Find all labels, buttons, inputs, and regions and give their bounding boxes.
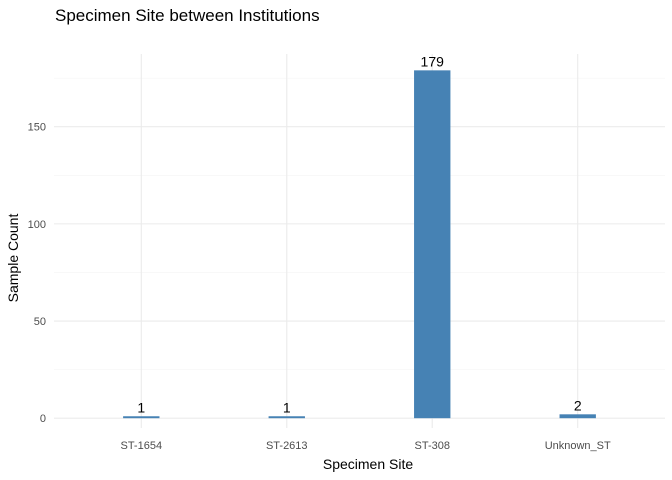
x-axis-ticks: ST-1654 ST-2613 ST-308 Unknown_ST bbox=[120, 440, 611, 452]
bar-ST-2613 bbox=[268, 416, 305, 419]
bar-Unknown_ST bbox=[559, 414, 596, 419]
x-tick-label: Unknown_ST bbox=[545, 440, 611, 452]
y-tick-label: 50 bbox=[34, 316, 46, 328]
data-label: 2 bbox=[574, 397, 582, 413]
y-tick-label: 0 bbox=[40, 413, 46, 425]
y-axis-title: Sample Count bbox=[5, 214, 21, 303]
data-label: 1 bbox=[137, 399, 145, 415]
data-label: 1 bbox=[283, 399, 291, 415]
grid-lines bbox=[54, 54, 665, 428]
x-tick-label: ST-2613 bbox=[266, 440, 308, 452]
data-label: 179 bbox=[421, 53, 445, 69]
bar-ST-1654 bbox=[123, 416, 160, 419]
data-labels: 1 1 179 2 bbox=[137, 53, 581, 415]
y-axis-ticks: 0 50 100 150 bbox=[28, 122, 46, 426]
bar-ST-308 bbox=[414, 70, 451, 419]
y-tick-label: 100 bbox=[28, 219, 46, 231]
x-axis-title: Specimen Site bbox=[323, 456, 413, 472]
x-tick-label: ST-308 bbox=[415, 440, 450, 452]
chart-title: Specimen Site between Institutions bbox=[55, 6, 320, 25]
y-tick-label: 150 bbox=[28, 122, 46, 134]
bars bbox=[123, 70, 596, 419]
x-tick-label: ST-1654 bbox=[120, 440, 162, 452]
